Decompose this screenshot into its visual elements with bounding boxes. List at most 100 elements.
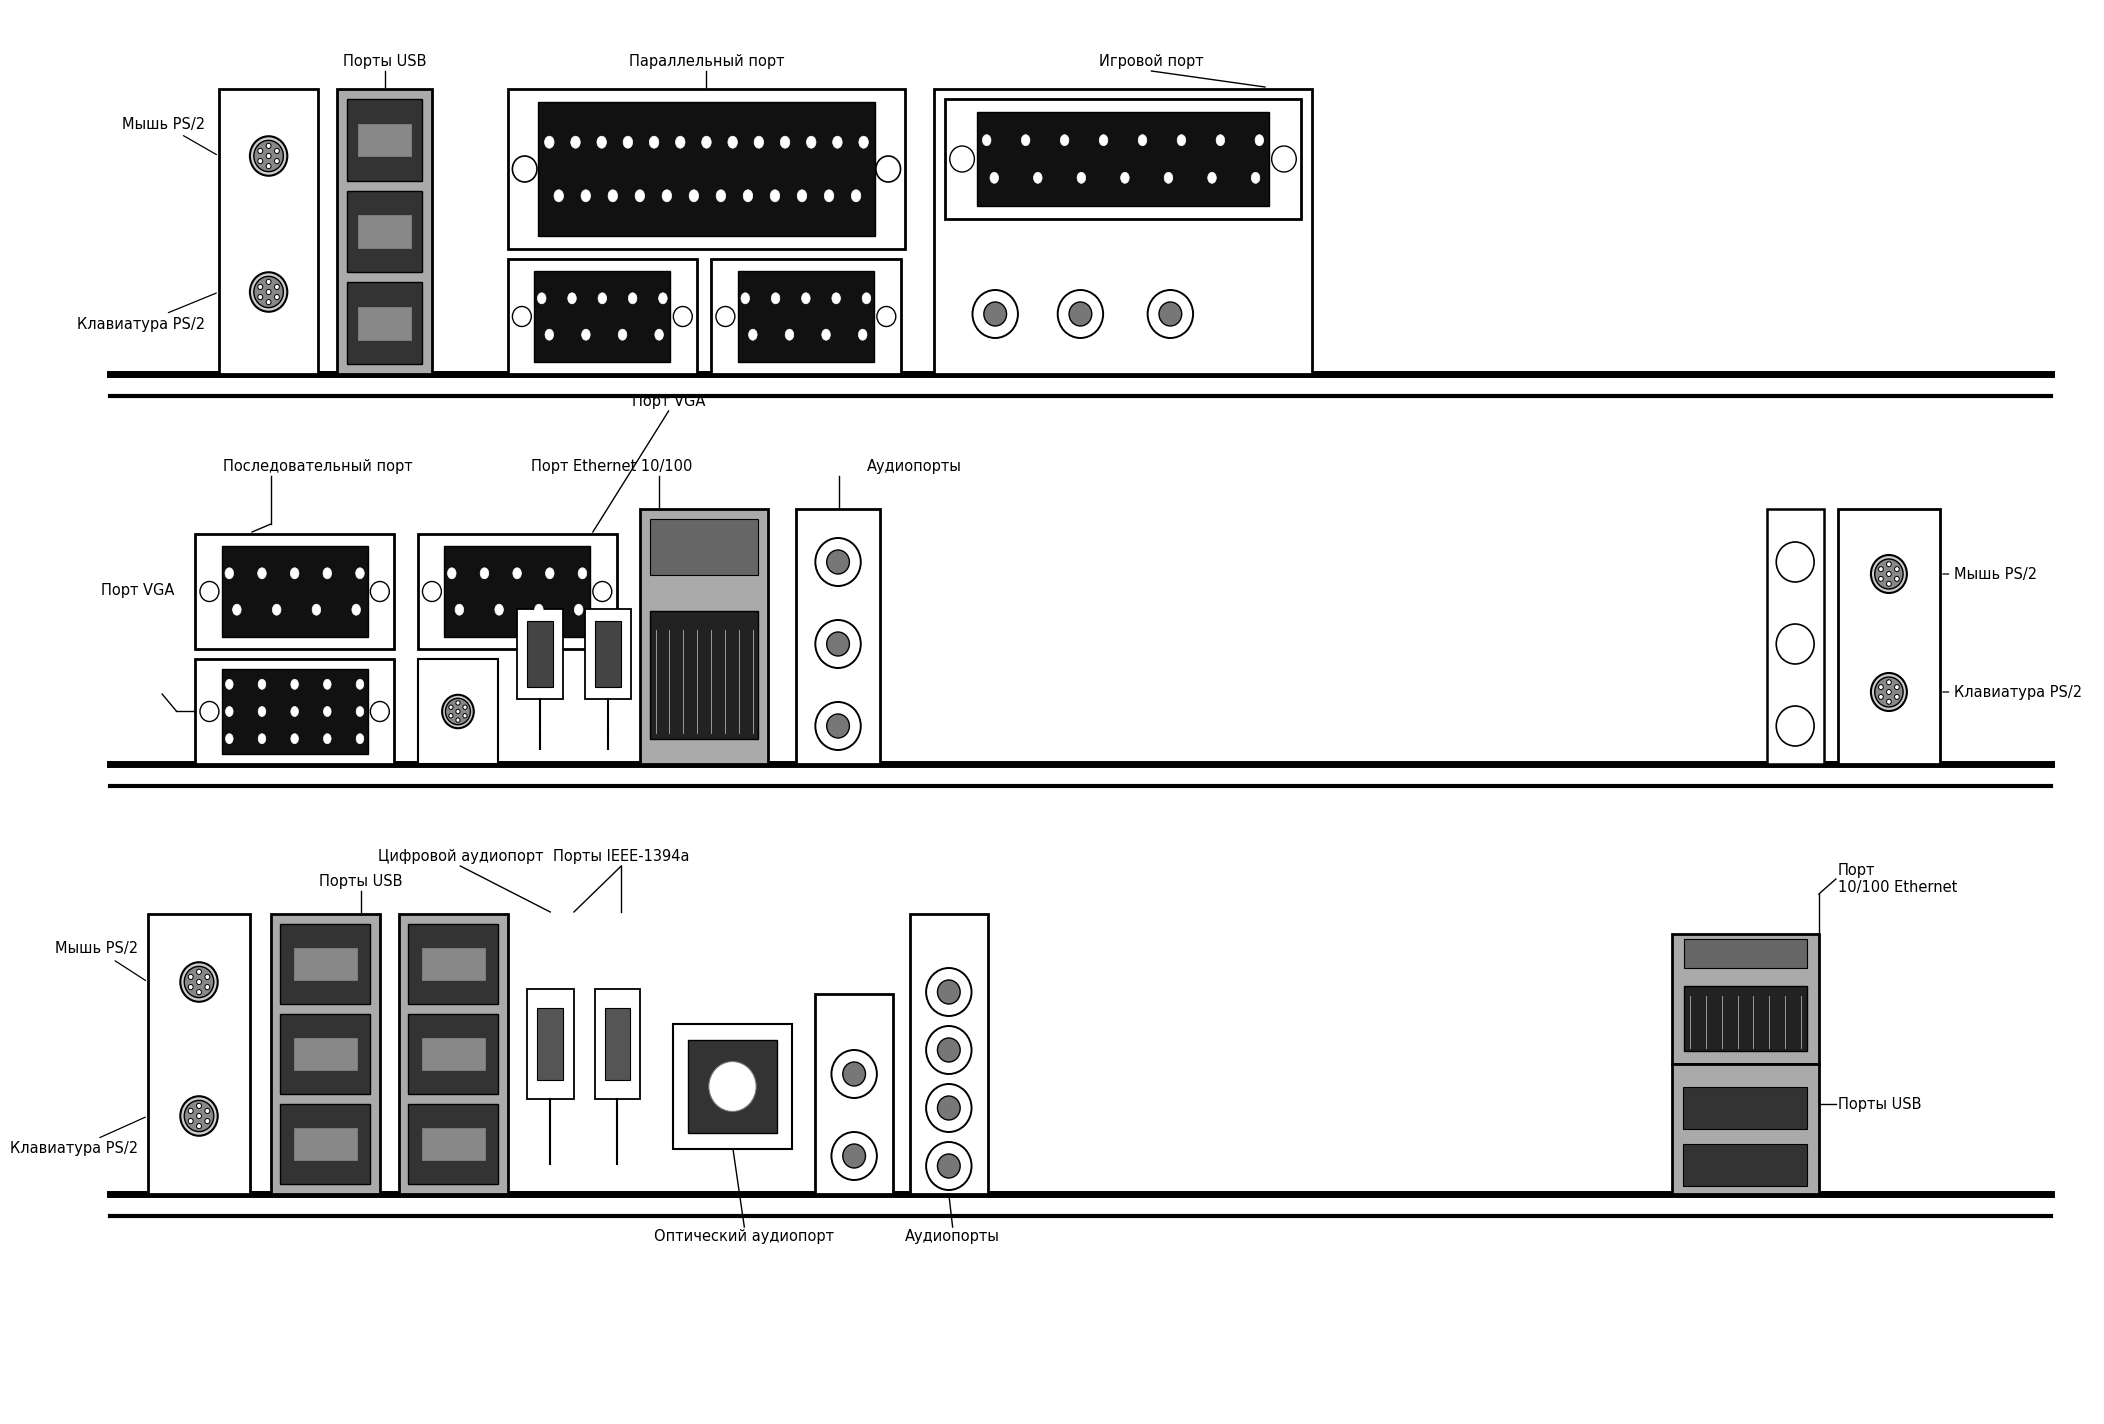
Circle shape [1147, 290, 1193, 337]
Text: Порты USB: Порты USB [320, 874, 402, 889]
Bar [347, 191, 423, 272]
Ellipse shape [234, 604, 242, 615]
Text: Порт VGA: Порт VGA [101, 584, 175, 598]
Ellipse shape [324, 568, 332, 578]
Bar [295, 1038, 358, 1069]
Circle shape [709, 1061, 755, 1112]
Bar [295, 1128, 358, 1161]
Bar [518, 609, 562, 699]
Text: Аудиопорты: Аудиопорты [867, 459, 962, 474]
Bar [196, 534, 393, 649]
Ellipse shape [257, 568, 267, 578]
Bar [280, 1014, 370, 1094]
Circle shape [827, 713, 850, 738]
Bar [688, 1040, 776, 1134]
Circle shape [196, 1114, 202, 1119]
Circle shape [875, 157, 901, 182]
Circle shape [972, 290, 1018, 337]
Ellipse shape [290, 568, 299, 578]
Ellipse shape [749, 329, 757, 340]
Ellipse shape [823, 329, 831, 340]
Circle shape [1887, 679, 1891, 685]
Bar [650, 611, 757, 739]
Circle shape [1879, 695, 1883, 699]
Bar [358, 124, 410, 157]
Circle shape [187, 1108, 194, 1114]
Ellipse shape [659, 293, 667, 303]
Circle shape [265, 164, 271, 168]
Bar [408, 1014, 499, 1094]
Circle shape [196, 980, 202, 984]
Bar [271, 914, 381, 1193]
Bar [408, 924, 499, 1004]
Circle shape [181, 1096, 217, 1136]
Circle shape [831, 1132, 877, 1180]
Ellipse shape [356, 679, 364, 689]
Circle shape [827, 632, 850, 656]
Bar [816, 994, 892, 1193]
Ellipse shape [356, 733, 364, 743]
Circle shape [255, 276, 284, 308]
Circle shape [513, 157, 537, 182]
Circle shape [1887, 581, 1891, 587]
Circle shape [187, 974, 194, 980]
Bar [711, 259, 901, 375]
Bar [280, 1104, 370, 1183]
Bar [347, 100, 423, 181]
Ellipse shape [650, 137, 659, 148]
Ellipse shape [772, 293, 781, 303]
Ellipse shape [1060, 135, 1069, 145]
Bar [419, 659, 499, 765]
Bar [1683, 940, 1807, 968]
Ellipse shape [598, 293, 606, 303]
Text: Оптический аудиопорт: Оптический аудиопорт [654, 1229, 835, 1245]
Ellipse shape [570, 137, 581, 148]
Circle shape [1894, 567, 1900, 571]
Circle shape [463, 713, 467, 718]
Ellipse shape [703, 137, 711, 148]
Ellipse shape [351, 604, 360, 615]
Circle shape [1776, 543, 1814, 582]
Bar [595, 990, 640, 1099]
Bar [347, 282, 423, 365]
Ellipse shape [1077, 172, 1086, 184]
Text: Порт
10/100 Ethernet: Порт 10/100 Ethernet [1837, 863, 1957, 896]
Text: Параллельный порт: Параллельный порт [629, 54, 785, 68]
Ellipse shape [623, 137, 633, 148]
Bar [934, 88, 1313, 375]
Bar [295, 948, 358, 980]
Circle shape [274, 148, 280, 154]
Ellipse shape [743, 189, 753, 202]
Circle shape [463, 705, 467, 709]
Text: Мышь PS/2: Мышь PS/2 [55, 941, 145, 981]
Ellipse shape [356, 706, 364, 716]
Bar [1837, 508, 1940, 765]
Ellipse shape [1121, 172, 1130, 184]
Bar [400, 914, 507, 1193]
Circle shape [370, 581, 389, 601]
Circle shape [926, 968, 972, 1015]
Bar [358, 306, 410, 339]
Ellipse shape [831, 293, 839, 303]
Circle shape [926, 1084, 972, 1132]
Circle shape [673, 306, 692, 326]
Ellipse shape [715, 189, 726, 202]
Circle shape [877, 306, 896, 326]
Bar [537, 1008, 564, 1079]
Circle shape [265, 144, 271, 148]
Bar [1673, 934, 1818, 1064]
Ellipse shape [545, 137, 553, 148]
Circle shape [1887, 699, 1891, 705]
Circle shape [196, 970, 202, 974]
Circle shape [1058, 290, 1102, 337]
Ellipse shape [1138, 135, 1147, 145]
Circle shape [259, 295, 263, 299]
Circle shape [1894, 685, 1900, 689]
Circle shape [1870, 674, 1906, 711]
Circle shape [259, 158, 263, 164]
Text: Последовательный порт: Последовательный порт [223, 459, 412, 474]
Text: Клавиатура PS/2: Клавиатура PS/2 [1942, 685, 2083, 699]
Circle shape [204, 1108, 210, 1114]
Circle shape [274, 158, 280, 164]
Ellipse shape [225, 733, 234, 743]
